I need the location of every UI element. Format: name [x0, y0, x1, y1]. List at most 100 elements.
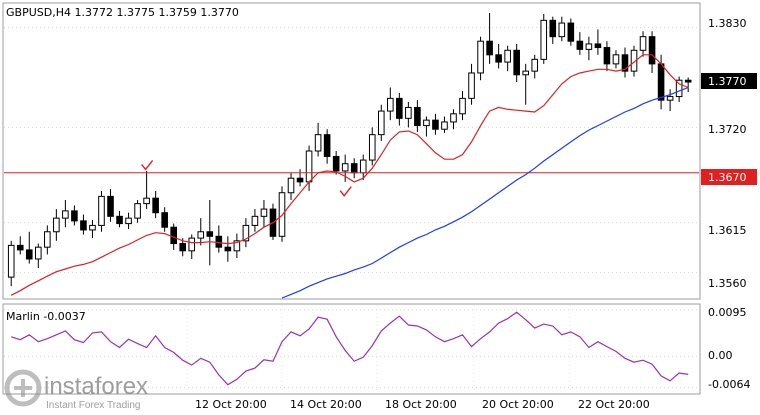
candle-body — [612, 54, 620, 65]
candle-49 — [441, 116, 448, 133]
instaforex-logo-icon — [4, 369, 42, 407]
watermark-brand: instaforex — [44, 373, 148, 400]
candle-body — [16, 244, 24, 251]
candle-body — [621, 54, 629, 72]
candle-body — [341, 163, 349, 172]
candle-43 — [387, 87, 394, 121]
candle-body — [179, 243, 187, 252]
candle-38 — [341, 154, 349, 182]
candle-body — [477, 40, 484, 74]
candle-29 — [260, 200, 268, 228]
candle-50 — [450, 109, 457, 130]
candle-70 — [630, 45, 638, 77]
candle-body — [657, 63, 665, 101]
candle-body — [260, 208, 268, 217]
candle-body — [161, 212, 168, 228]
candle-body — [387, 97, 394, 112]
candle-51 — [459, 91, 466, 121]
candle-18 — [161, 207, 168, 232]
candle-26 — [233, 233, 241, 259]
candle-body — [504, 49, 511, 63]
time-axis[interactable]: 12 Oct 20:00 14 Oct 20:00 18 Oct 20:00 2… — [195, 398, 650, 411]
candle-1 — [7, 240, 15, 287]
candle-body — [576, 40, 584, 50]
slow-moving-average-line — [281, 86, 689, 299]
candle-body — [242, 224, 250, 242]
candle-5 — [44, 225, 51, 255]
candle-body — [305, 150, 313, 183]
candle-16 — [143, 170, 150, 210]
indicator-title: Marlin -0.0037 — [6, 310, 86, 323]
candle-54 — [486, 13, 493, 64]
current-price-badge — [701, 73, 757, 89]
price-axis[interactable]: 1.3830 1.3720 1.3615 1.3560 1.3770 1.367… — [701, 17, 757, 290]
candle-59 — [531, 54, 539, 79]
candle-46 — [414, 100, 421, 132]
time-label-3: 18 Oct 20:00 — [385, 398, 457, 411]
check-mark-icon-2 — [339, 186, 352, 197]
candle-8 — [71, 205, 78, 226]
candle-9 — [80, 214, 87, 235]
candle-body — [666, 96, 674, 101]
candle-66 — [594, 29, 602, 55]
candle-23 — [206, 200, 214, 266]
candle-body — [116, 215, 123, 225]
candle-57 — [513, 43, 520, 83]
candle-body — [53, 217, 60, 233]
candle-body — [152, 197, 159, 214]
candle-75 — [675, 76, 683, 102]
indicator-grid — [4, 305, 699, 393]
candle-body — [495, 54, 502, 63]
candle-body — [558, 22, 566, 38]
candle-21 — [188, 234, 196, 259]
candle-68 — [612, 50, 620, 69]
candle-body — [107, 195, 114, 217]
candle-45 — [405, 102, 412, 128]
candle-body — [350, 163, 358, 174]
candle-body — [98, 195, 105, 226]
candle-58 — [522, 63, 529, 105]
candle-body — [377, 110, 385, 136]
candle-15 — [134, 200, 141, 223]
candle-2 — [16, 236, 24, 255]
candle-42 — [377, 104, 385, 142]
candle-48 — [432, 113, 439, 135]
candle-body — [441, 121, 448, 130]
candle-12 — [107, 189, 114, 222]
candle-body — [359, 159, 367, 174]
candle-61 — [549, 16, 557, 44]
symbol-header: GBPUSD,H4 1.3772 1.3775 1.3759 1.3770 — [6, 6, 239, 19]
candle-47 — [423, 116, 430, 137]
candle-14 — [125, 212, 132, 230]
candle-25 — [224, 236, 232, 262]
candle-body — [188, 237, 196, 252]
candle-body — [71, 210, 78, 222]
candle-body — [684, 79, 692, 83]
candle-63 — [567, 18, 575, 46]
candle-body — [450, 113, 457, 123]
candle-76 — [684, 77, 692, 93]
candle-body — [594, 43, 602, 49]
candle-body — [468, 72, 475, 99]
indicator-panel[interactable]: Marlin -0.0037 0.0095 0.00 -0.0064 12 Oc… — [0, 303, 760, 415]
current-price-label: 1.3770 — [708, 75, 747, 88]
time-label-1: 12 Oct 20:00 — [195, 398, 267, 411]
candle-71 — [639, 31, 647, 57]
time-label-4: 20 Oct 20:00 — [482, 398, 554, 411]
time-label-2: 14 Oct 20:00 — [290, 398, 362, 411]
watermark-tagline: Instant Forex Trading — [46, 400, 141, 411]
time-label-5: 22 Oct 20:00 — [578, 398, 650, 411]
candle-17 — [152, 190, 159, 219]
candle-body — [630, 49, 638, 72]
candle-72 — [648, 31, 656, 73]
candle-41 — [368, 127, 376, 166]
candle-body — [89, 224, 96, 231]
candle-44 — [396, 92, 403, 126]
candle-body — [62, 210, 69, 219]
candle-body — [296, 177, 304, 183]
price-chart[interactable]: GBPUSD,H4 1.3772 1.3775 1.3759 1.3770 1.… — [0, 0, 760, 303]
candle-body — [323, 134, 331, 157]
check-markers — [141, 159, 352, 197]
candle-body — [224, 246, 232, 252]
